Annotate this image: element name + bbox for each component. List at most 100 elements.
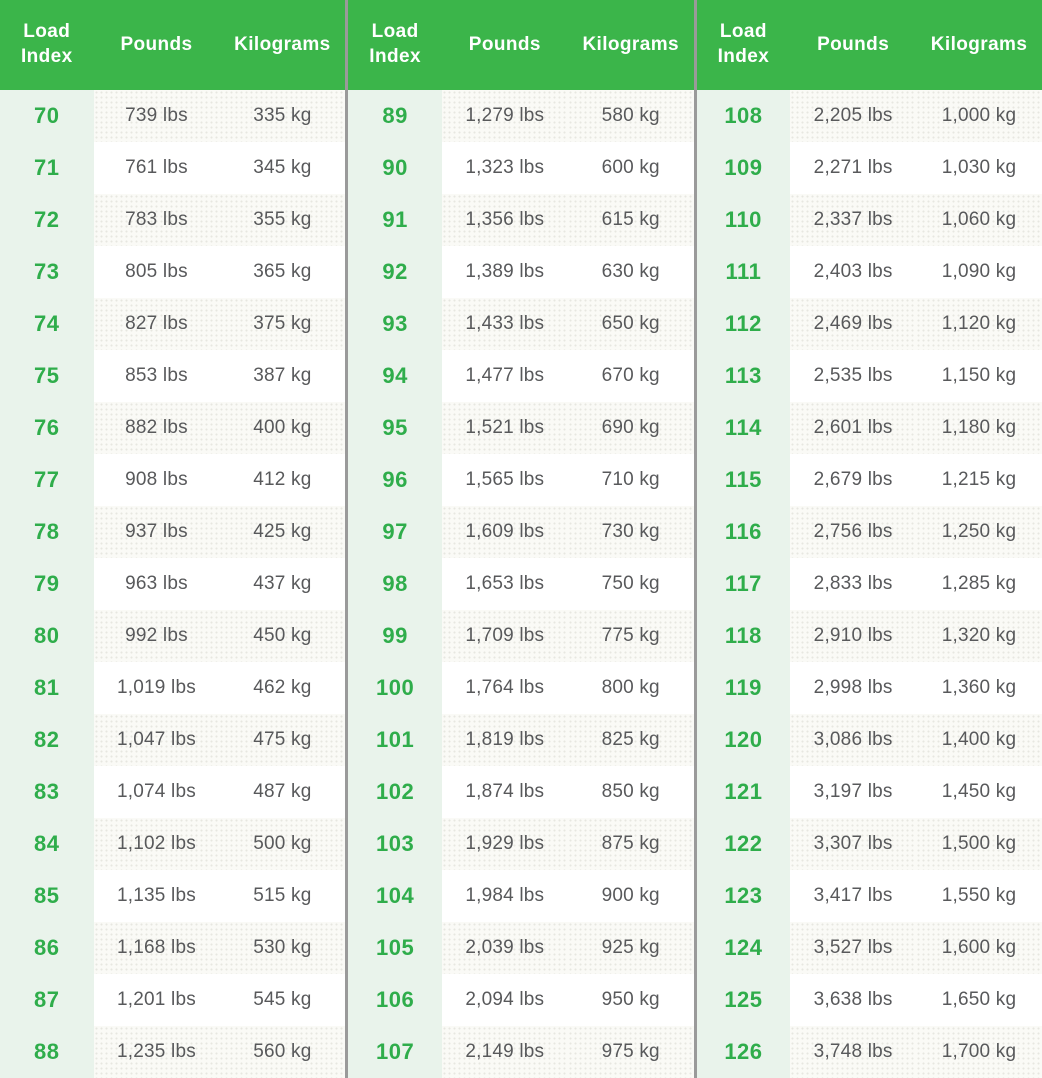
kilograms-cell: 437 kg [219, 558, 346, 610]
pounds-cell: 1,819 lbs [441, 714, 568, 766]
pounds-cell: 805 lbs [93, 246, 220, 298]
pounds-cell: 3,527 lbs [790, 922, 917, 974]
kilograms-cell: 355 kg [219, 194, 346, 246]
pounds-cell: 2,094 lbs [441, 974, 568, 1026]
load-index-cell: 107 [348, 1026, 442, 1078]
pounds-cell: 739 lbs [93, 90, 220, 142]
table-row: 122 3,307 lbs 1,500 kg [696, 818, 1042, 870]
kilograms-cell: 1,215 kg [916, 454, 1042, 506]
load-index-cell: 85 [0, 870, 94, 922]
load-index-cell: 79 [0, 558, 94, 610]
pounds-cell: 3,086 lbs [790, 714, 917, 766]
pounds-cell: 882 lbs [93, 402, 220, 454]
load-index-cell: 94 [348, 350, 442, 402]
load-index-cell: 83 [0, 766, 94, 818]
kilograms-cell: 1,360 kg [916, 662, 1042, 714]
table-row: 96 1,565 lbs 710 kg [348, 454, 694, 506]
table-row: 76 882 lbs 400 kg [0, 402, 346, 454]
kilograms-cell: 1,060 kg [916, 194, 1042, 246]
pounds-cell: 1,389 lbs [441, 246, 568, 298]
table-row: 120 3,086 lbs 1,400 kg [696, 714, 1042, 766]
table-row: 125 3,638 lbs 1,650 kg [696, 974, 1042, 1026]
header-kilograms: Kilograms [567, 0, 694, 90]
pounds-cell: 3,197 lbs [790, 766, 917, 818]
table-row: 102 1,874 lbs 850 kg [348, 766, 694, 818]
pounds-cell: 1,929 lbs [441, 818, 568, 870]
column-divider [345, 0, 349, 1078]
kilograms-cell: 387 kg [219, 350, 346, 402]
kilograms-cell: 545 kg [219, 974, 346, 1026]
load-index-cell: 124 [696, 922, 791, 974]
load-index-cell: 81 [0, 662, 94, 714]
load-index-cell: 106 [348, 974, 442, 1026]
table-row: 73 805 lbs 365 kg [0, 246, 346, 298]
load-index-cell: 89 [348, 90, 442, 142]
kilograms-cell: 710 kg [567, 454, 694, 506]
kilograms-cell: 670 kg [567, 350, 694, 402]
pounds-cell: 2,039 lbs [441, 922, 568, 974]
load-index-cell: 105 [348, 922, 442, 974]
kilograms-cell: 1,030 kg [916, 142, 1042, 194]
load-index-cell: 95 [348, 402, 442, 454]
load-index-cell: 120 [696, 714, 791, 766]
pounds-cell: 1,323 lbs [441, 142, 568, 194]
pounds-cell: 937 lbs [93, 506, 220, 558]
load-index-cell: 84 [0, 818, 94, 870]
kilograms-cell: 1,180 kg [916, 402, 1042, 454]
kilograms-cell: 580 kg [567, 90, 694, 142]
kilograms-cell: 500 kg [219, 818, 346, 870]
table-row: 124 3,527 lbs 1,600 kg [696, 922, 1042, 974]
kilograms-cell: 615 kg [567, 194, 694, 246]
header-row: Load Index Pounds Kilograms [696, 0, 1042, 90]
table-row: 104 1,984 lbs 900 kg [348, 870, 694, 922]
load-index-cell: 96 [348, 454, 442, 506]
pounds-cell: 2,910 lbs [790, 610, 917, 662]
kilograms-cell: 630 kg [567, 246, 694, 298]
load-index-cell: 74 [0, 298, 94, 350]
load-index-cell: 112 [696, 298, 791, 350]
pounds-cell: 2,601 lbs [790, 402, 917, 454]
header-row: Load Index Pounds Kilograms [0, 0, 346, 90]
kilograms-cell: 975 kg [567, 1026, 694, 1078]
pounds-cell: 1,047 lbs [93, 714, 220, 766]
kilograms-cell: 335 kg [219, 90, 346, 142]
table-row: 74 827 lbs 375 kg [0, 298, 346, 350]
pounds-cell: 1,984 lbs [441, 870, 568, 922]
table-group-108-126: Load Index Pounds Kilograms 108 2,205 lbs 1,0… [696, 0, 1042, 1078]
pounds-cell: 1,874 lbs [441, 766, 568, 818]
kilograms-cell: 345 kg [219, 142, 346, 194]
table-row: 80 992 lbs 450 kg [0, 610, 346, 662]
pounds-cell: 1,135 lbs [93, 870, 220, 922]
table-row: 121 3,197 lbs 1,450 kg [696, 766, 1042, 818]
pounds-cell: 1,102 lbs [93, 818, 220, 870]
table-row: 109 2,271 lbs 1,030 kg [696, 142, 1042, 194]
load-index-cell: 122 [696, 818, 791, 870]
kilograms-cell: 1,400 kg [916, 714, 1042, 766]
table-row: 105 2,039 lbs 925 kg [348, 922, 694, 974]
kilograms-cell: 1,600 kg [916, 922, 1042, 974]
kilograms-cell: 375 kg [219, 298, 346, 350]
kilograms-cell: 530 kg [219, 922, 346, 974]
load-index-cell: 117 [696, 558, 791, 610]
pounds-cell: 2,833 lbs [790, 558, 917, 610]
pounds-cell: 2,679 lbs [790, 454, 917, 506]
load-index-cell: 102 [348, 766, 442, 818]
header-load-index: Load Index [696, 0, 791, 90]
load-index-cell: 97 [348, 506, 442, 558]
pounds-cell: 1,477 lbs [441, 350, 568, 402]
kilograms-cell: 560 kg [219, 1026, 346, 1078]
kilograms-cell: 1,500 kg [916, 818, 1042, 870]
load-index-table-3: Load Index Pounds Kilograms 108 2,205 lbs 1,0… [696, 0, 1042, 1078]
table-row: 90 1,323 lbs 600 kg [348, 142, 694, 194]
table-row: 91 1,356 lbs 615 kg [348, 194, 694, 246]
table-group-70-88: Load Index Pounds Kilograms 70 739 lbs 335 kg… [0, 0, 346, 1078]
pounds-cell: 2,403 lbs [790, 246, 917, 298]
kilograms-cell: 1,000 kg [916, 90, 1042, 142]
pounds-cell: 783 lbs [93, 194, 220, 246]
load-index-cell: 126 [696, 1026, 791, 1078]
load-index-table-1: Load Index Pounds Kilograms 70 739 lbs 335 kg… [0, 0, 346, 1078]
pounds-cell: 2,149 lbs [441, 1026, 568, 1078]
load-index-cell: 90 [348, 142, 442, 194]
load-index-cell: 111 [696, 246, 791, 298]
kilograms-cell: 1,320 kg [916, 610, 1042, 662]
